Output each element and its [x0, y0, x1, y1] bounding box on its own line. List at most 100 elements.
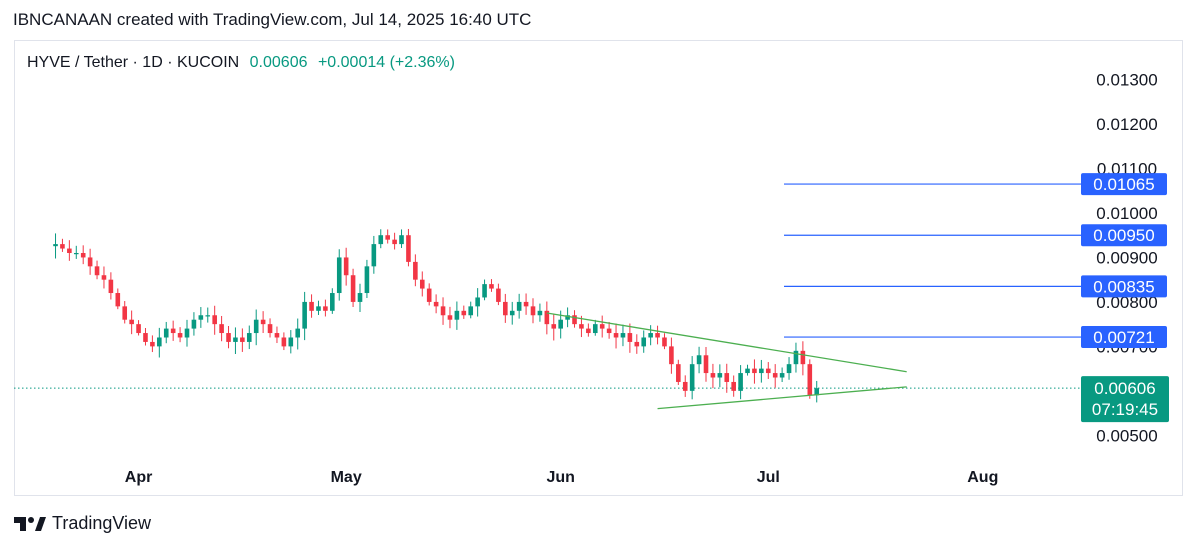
- brand-label: TradingView: [52, 513, 152, 533]
- candle-body: [634, 341, 640, 347]
- symbol-info: HYVE / Tether · 1D · KUCOIN: [27, 54, 240, 71]
- candle-body: [73, 253, 79, 255]
- candle-body: [765, 368, 771, 374]
- x-tick-label: May: [331, 469, 362, 486]
- candle-body: [482, 284, 487, 298]
- candle-body: [786, 364, 792, 374]
- candle-body: [544, 310, 550, 325]
- candle-body: [150, 341, 155, 347]
- candle-body: [710, 373, 716, 378]
- candle-body: [800, 350, 806, 365]
- candle-body: [157, 337, 162, 347]
- candle-body: [503, 301, 508, 316]
- candle-body: [274, 333, 280, 338]
- candle-body: [669, 346, 674, 365]
- chart-frame: [14, 40, 1183, 496]
- current-price-tag: [1081, 376, 1169, 423]
- candle-body: [489, 284, 494, 289]
- candle-body: [219, 324, 224, 334]
- candle-body: [509, 310, 515, 316]
- candle-body: [385, 235, 390, 240]
- candle-body: [184, 328, 190, 338]
- candle-body: [440, 306, 446, 316]
- candle-body: [745, 368, 750, 374]
- last-price: 0.00606: [249, 54, 308, 71]
- bar-countdown-label: 07:19:45: [1092, 400, 1158, 419]
- candle-body: [793, 350, 799, 365]
- candle-body: [426, 288, 432, 302]
- candle-body: [108, 279, 114, 294]
- candle-body: [122, 306, 128, 320]
- candle-body: [246, 333, 252, 342]
- candle-body: [779, 373, 785, 378]
- candle-body: [212, 315, 217, 325]
- candle-body: [738, 373, 743, 391]
- candle-body: [53, 244, 58, 247]
- candle-body: [537, 310, 543, 316]
- level-price-tag: [1081, 173, 1167, 196]
- candle-body: [461, 310, 467, 316]
- candle-body: [115, 293, 121, 307]
- candle-body: [475, 297, 480, 307]
- candle-body: [399, 235, 404, 245]
- candle-body: [752, 368, 757, 374]
- candle-body: [198, 315, 204, 320]
- candle-body: [655, 333, 660, 338]
- candle-body: [129, 319, 134, 325]
- candle-body: [648, 333, 653, 338]
- candle-body: [392, 239, 397, 245]
- candle-body: [662, 337, 667, 347]
- x-tick-label: Aug: [967, 469, 998, 486]
- candle-body: [350, 275, 356, 302]
- candle-body: [177, 333, 183, 338]
- price-change: +0.00014 (+2.36%): [317, 54, 455, 71]
- candle-body: [205, 315, 211, 317]
- candle-body: [558, 319, 563, 329]
- candle-body: [523, 301, 529, 307]
- candle-body: [496, 288, 501, 302]
- x-tick-label: Jul: [757, 469, 780, 486]
- candle-body: [433, 301, 439, 307]
- candle-body: [592, 324, 598, 334]
- candle-body: [676, 364, 681, 382]
- candle-body: [80, 253, 86, 258]
- trendline: [657, 386, 907, 410]
- candle-body: [371, 244, 377, 267]
- current-price-label: 0.00606: [1094, 379, 1155, 398]
- candle-body: [586, 328, 591, 334]
- candle-body: [579, 324, 584, 329]
- level-price-tag: [1081, 275, 1167, 298]
- candle-body: [240, 337, 245, 342]
- candle-body: [163, 328, 169, 338]
- candle-body: [136, 324, 141, 334]
- y-tick-label: 0.00800: [1096, 293, 1157, 312]
- footer-branding: TradingView: [14, 513, 151, 534]
- y-tick-label: 0.01200: [1096, 115, 1157, 134]
- candle-body: [143, 333, 148, 342]
- candle-body: [772, 373, 778, 378]
- candle-body: [406, 235, 411, 262]
- level-price-label: 0.01065: [1093, 175, 1154, 194]
- candle-body: [641, 337, 647, 347]
- y-tick-label: 0.01300: [1096, 71, 1157, 90]
- candle-body: [599, 324, 605, 329]
- level-price-label: 0.00835: [1093, 277, 1154, 296]
- candle-body: [260, 319, 266, 325]
- candle-body: [336, 257, 342, 294]
- candle-body: [606, 328, 612, 334]
- y-tick-label: 0.00500: [1096, 426, 1157, 445]
- y-tick-label: 0.00900: [1096, 248, 1157, 267]
- candle-body: [309, 301, 314, 311]
- trendline: [546, 312, 907, 373]
- candle-body: [302, 301, 307, 329]
- candle-body: [357, 293, 363, 302]
- candle-body: [60, 244, 65, 249]
- candle-body: [724, 373, 730, 382]
- level-price-tag: [1081, 224, 1167, 247]
- level-price-tag: [1081, 326, 1167, 349]
- candle-body: [295, 328, 301, 338]
- chart-attribution: IBNCANAAN created with TradingView.com, …: [13, 10, 532, 29]
- candle-body: [343, 257, 349, 276]
- candle-body: [101, 275, 107, 280]
